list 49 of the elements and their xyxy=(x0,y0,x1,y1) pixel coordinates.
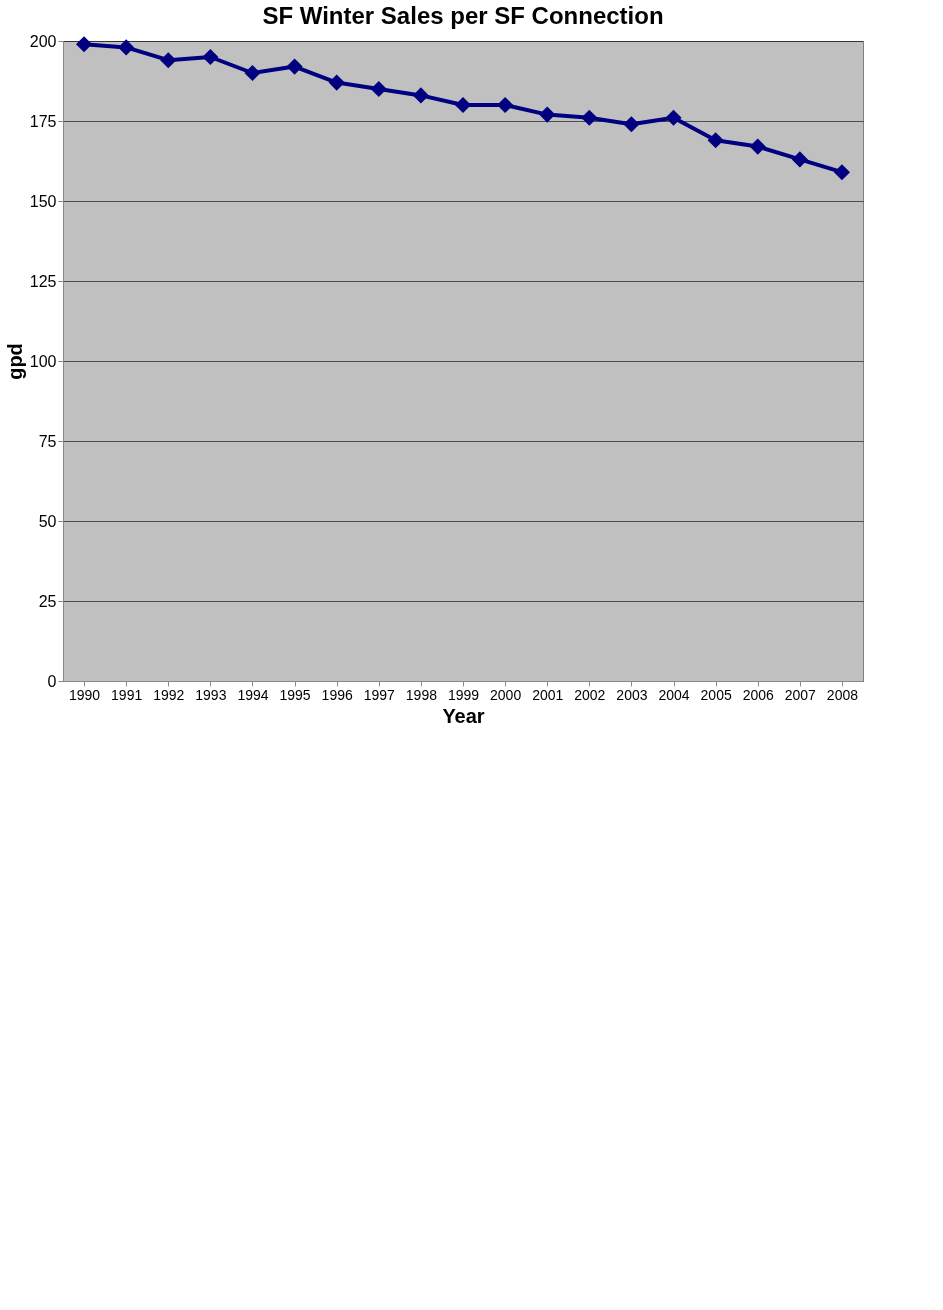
x-tick-label: 2008 xyxy=(826,686,859,703)
y-tick-label: 200 xyxy=(29,32,57,50)
x-tick-label: 1999 xyxy=(447,686,480,703)
y-tick-label: 125 xyxy=(29,272,57,290)
point xyxy=(497,96,514,114)
point xyxy=(75,36,93,53)
y-tick-label: 25 xyxy=(38,592,57,610)
chart-title: SF Winter Sales per SF Connection xyxy=(262,2,664,29)
x-tick-label: 1998 xyxy=(405,686,438,703)
x-tick-label: 1993 xyxy=(195,686,227,703)
y-tick-label: 150 xyxy=(29,192,57,210)
x-tick-label: 1997 xyxy=(363,686,396,703)
y-axis-title: gpd xyxy=(3,343,26,380)
x-tick-label: 2003 xyxy=(616,686,648,703)
point xyxy=(581,109,598,126)
point xyxy=(286,58,303,75)
x-tick-label: 1991 xyxy=(111,686,143,703)
point xyxy=(791,151,808,168)
point xyxy=(118,39,135,56)
point xyxy=(833,164,851,181)
point xyxy=(665,109,682,126)
x-axis-title: Year xyxy=(442,704,485,727)
y-tick-label: 75 xyxy=(38,432,57,450)
point xyxy=(623,116,640,133)
x-tick-label: 2006 xyxy=(742,686,775,703)
point xyxy=(328,74,345,91)
point xyxy=(244,64,261,82)
point xyxy=(749,138,766,155)
point xyxy=(412,87,429,104)
x-tick-label: 1995 xyxy=(279,686,311,703)
x-tick-label: 2005 xyxy=(700,686,732,703)
point xyxy=(707,132,724,149)
y-tick-label: 175 xyxy=(29,112,57,130)
x-tick-label: 2007 xyxy=(784,686,817,703)
x-tick-label: 2000 xyxy=(490,686,522,703)
x-tick-label: 2001 xyxy=(532,686,564,703)
y-tick-label: 0 xyxy=(47,672,57,690)
x-tick-label: 2004 xyxy=(658,686,690,703)
point xyxy=(370,80,387,98)
y-tick-label: 100 xyxy=(29,352,57,370)
point xyxy=(160,52,177,69)
x-tick-label: 1990 xyxy=(68,686,101,703)
point xyxy=(202,48,219,66)
x-tick-label: 1996 xyxy=(321,686,353,703)
x-tick-label: 1992 xyxy=(153,686,185,703)
x-tick-label: 1994 xyxy=(237,686,269,703)
y-tick-label: 50 xyxy=(38,512,57,530)
x-tick-label: 2002 xyxy=(574,686,606,703)
point xyxy=(539,106,556,123)
